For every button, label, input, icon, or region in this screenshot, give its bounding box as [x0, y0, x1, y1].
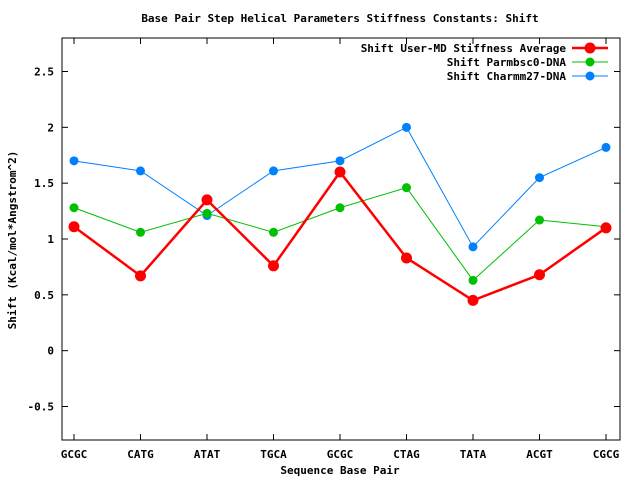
data-point	[335, 203, 345, 213]
y-axis-label: Shift (Kcal/mol*Angstrom^2)	[6, 151, 19, 330]
data-point	[135, 270, 146, 282]
data-point	[468, 242, 478, 252]
x-axis: GCGC CATG ATAT TGCA GCGC CTAG TATA ACGT CGCG	[61, 38, 620, 461]
data-point	[335, 156, 345, 166]
legend-swatch-marker	[585, 57, 595, 67]
data-point	[136, 227, 145, 237]
x-tick-label: ATAT	[194, 448, 221, 461]
x-tick-label: CATG	[127, 448, 154, 461]
legend-label: Shift Parmbsc0-DNA	[447, 56, 567, 69]
data-point	[269, 227, 278, 237]
x-tick-label: CTAG	[393, 448, 420, 461]
data-point	[402, 183, 411, 193]
y-axis: -0.5 0 0.5 1 1.5 2 2.5	[28, 66, 620, 414]
x-tick-label: ACGT	[526, 448, 553, 461]
data-point	[268, 260, 279, 272]
data-point	[202, 208, 212, 218]
y-tick-label: 0	[47, 345, 54, 358]
y-tick-label: 2.5	[34, 66, 54, 79]
x-tick-label: GCGC	[327, 448, 354, 461]
data-point	[402, 122, 411, 132]
data-point	[535, 215, 544, 225]
y-tick-label: 2	[47, 121, 54, 134]
y-tick-label: 1.5	[34, 177, 54, 190]
data-point	[136, 166, 145, 176]
data-point	[600, 222, 612, 234]
x-axis-label: Sequence Base Pair	[280, 464, 400, 477]
y-tick-label: -0.5	[28, 401, 55, 414]
x-tick-label: TATA	[460, 448, 487, 461]
plot-frame	[61, 37, 621, 441]
series-1	[69, 183, 611, 285]
data-point	[269, 166, 278, 176]
data-point	[535, 173, 544, 183]
data-point	[334, 166, 346, 178]
x-tick-label: TGCA	[260, 448, 287, 461]
data-point	[467, 294, 479, 306]
chart-title: Base Pair Step Helical Parameters Stiffn…	[141, 12, 538, 25]
series-2	[69, 122, 611, 252]
data-point	[601, 142, 611, 152]
data-point	[69, 156, 79, 166]
legend-label: Shift Charmm27-DNA	[447, 70, 567, 83]
series-layer	[68, 122, 612, 306]
legend-swatch-marker	[585, 71, 595, 81]
y-tick-label: 0.5	[34, 289, 54, 302]
series-0	[68, 166, 612, 306]
x-tick-label: CGCG	[593, 448, 620, 461]
y-tick-label: 1	[47, 233, 54, 246]
data-point	[401, 252, 412, 264]
data-point	[68, 221, 80, 233]
legend-label: Shift User-MD Stiffness Average	[361, 42, 567, 55]
data-point	[468, 275, 478, 285]
legend-swatch-marker	[584, 42, 596, 54]
data-point	[201, 194, 213, 206]
data-point	[534, 269, 545, 281]
x-tick-label: GCGC	[61, 448, 88, 461]
data-point	[69, 203, 79, 213]
series-line	[73, 187, 607, 282]
